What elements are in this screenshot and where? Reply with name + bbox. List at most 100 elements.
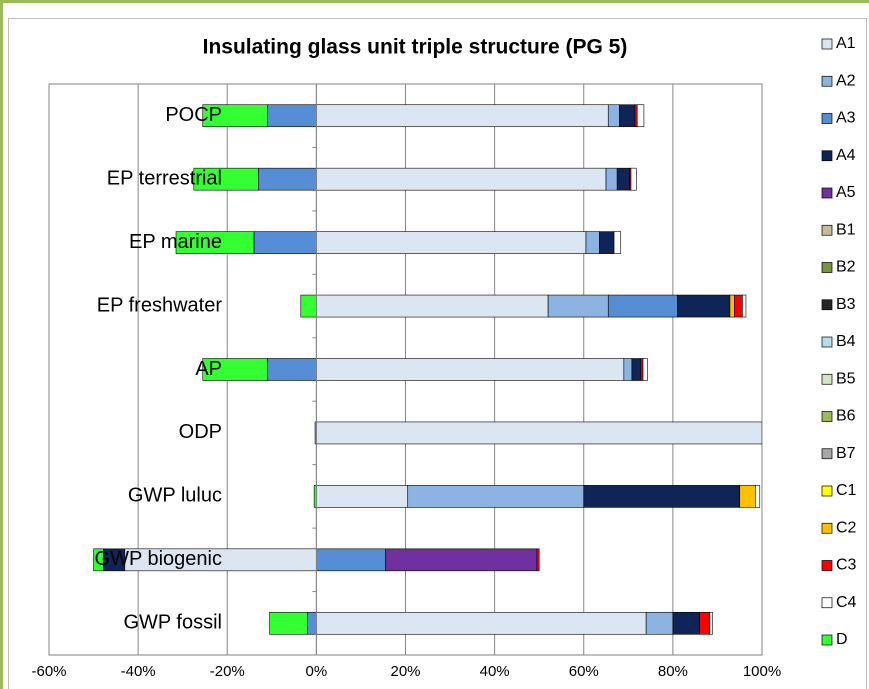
bar-segment <box>316 104 609 128</box>
legend-swatch <box>821 597 833 609</box>
legend-swatch <box>821 113 833 124</box>
legend-label: A2 <box>836 72 856 89</box>
bar-segment <box>316 358 625 381</box>
bar-segment <box>267 104 317 128</box>
bar-segment <box>742 294 747 318</box>
legend-label: A4 <box>836 147 856 164</box>
legend-label: B7 <box>836 445 856 462</box>
bar-segment <box>630 167 637 191</box>
bar-segment <box>307 611 317 635</box>
y-tick-label: GWP biogenic <box>95 548 222 570</box>
legend-label: C2 <box>836 519 857 536</box>
bar-segment <box>267 358 317 381</box>
x-tick-label: 20% <box>390 663 420 680</box>
legend-label: B4 <box>836 333 856 350</box>
legend-swatch <box>821 411 833 422</box>
bar-segment <box>258 167 317 191</box>
chart-title: Insulating glass unit triple structure (… <box>203 36 628 59</box>
y-tick-label: GWP fossil <box>123 612 222 634</box>
legend-label: C3 <box>836 557 857 574</box>
bar-segment <box>316 294 549 318</box>
bar-segment <box>631 358 642 381</box>
bar-segment <box>300 294 317 318</box>
bar-segment <box>316 167 607 191</box>
bar-segment <box>699 611 711 635</box>
legend-label: C1 <box>836 482 857 499</box>
bar-segment <box>642 358 648 381</box>
bar-segment <box>316 421 762 445</box>
bar-segment <box>619 104 636 128</box>
bar-segment <box>385 548 538 572</box>
legend-swatch <box>821 38 833 50</box>
bar-segment <box>755 485 761 508</box>
y-tick-label: POCP <box>165 104 222 126</box>
bar-segment <box>536 548 540 572</box>
bar-segment <box>316 231 587 254</box>
bar-segment <box>616 167 630 191</box>
x-tick-label: -20% <box>210 663 245 680</box>
bar-segment <box>729 294 735 318</box>
legend-swatch <box>821 336 833 348</box>
chart-border <box>8 18 867 689</box>
legend-label: D <box>836 631 848 648</box>
bar-segment <box>269 611 308 635</box>
x-tick-label: 0% <box>306 663 328 680</box>
bar-segment <box>193 167 259 191</box>
legend-label: A1 <box>836 35 856 52</box>
bar-segment <box>585 231 600 254</box>
bar-segment <box>607 104 620 128</box>
legend-swatch <box>821 485 833 497</box>
bar-segment <box>316 548 386 572</box>
legend-label: B3 <box>836 296 856 313</box>
legend-label: B6 <box>836 408 856 425</box>
legend-label: A3 <box>836 110 856 127</box>
bar-segment <box>672 611 700 635</box>
legend-label: B5 <box>836 370 856 387</box>
legend-label: B2 <box>836 259 856 276</box>
bar-segment <box>599 231 615 254</box>
legend-label: B1 <box>836 221 856 238</box>
y-tick-label: EP terrestrial <box>107 167 222 189</box>
bar-segment <box>634 104 638 128</box>
x-tick-label: 80% <box>658 663 688 680</box>
bar-segment <box>623 358 633 381</box>
bars <box>93 104 762 635</box>
bar-segment <box>202 104 268 128</box>
legend-swatch <box>821 299 833 311</box>
bar-segment <box>316 485 409 508</box>
y-tick-label: EP freshwater <box>97 294 223 316</box>
bar-segment <box>734 294 743 318</box>
bar-segment <box>709 611 713 635</box>
legend-swatch <box>821 224 833 236</box>
bar-segment <box>640 358 644 381</box>
legend-swatch <box>821 634 833 646</box>
legend-swatch <box>821 150 833 162</box>
y-tick-label: ODP <box>179 421 222 443</box>
bar-segment <box>583 485 741 508</box>
x-tick-label: -60% <box>31 663 66 680</box>
bar-segment <box>607 294 678 318</box>
legend-swatch <box>821 187 833 199</box>
y-tick-label: GWP luluc <box>128 485 222 507</box>
bar-segment <box>407 485 585 508</box>
legend-swatch <box>821 373 833 385</box>
legend-swatch <box>821 75 833 87</box>
bar-segment <box>613 231 622 254</box>
bar-segment <box>739 485 756 508</box>
y-tick-label: EP marine <box>129 231 222 253</box>
bar-segment <box>636 104 645 128</box>
bar-segment <box>175 231 255 254</box>
x-tick-label: 100% <box>743 663 781 680</box>
bar-segment <box>253 231 317 254</box>
x-tick-label: -40% <box>121 663 156 680</box>
legend-swatch <box>821 522 833 534</box>
legend-swatch <box>821 262 833 273</box>
legend-swatch <box>821 560 833 571</box>
bar-segment <box>645 611 674 635</box>
legend-label: A5 <box>836 184 856 201</box>
x-tick-label: 60% <box>569 663 599 680</box>
bar-segment <box>93 548 104 572</box>
legend-label: C4 <box>836 594 857 611</box>
x-tick-label: 40% <box>480 663 510 680</box>
